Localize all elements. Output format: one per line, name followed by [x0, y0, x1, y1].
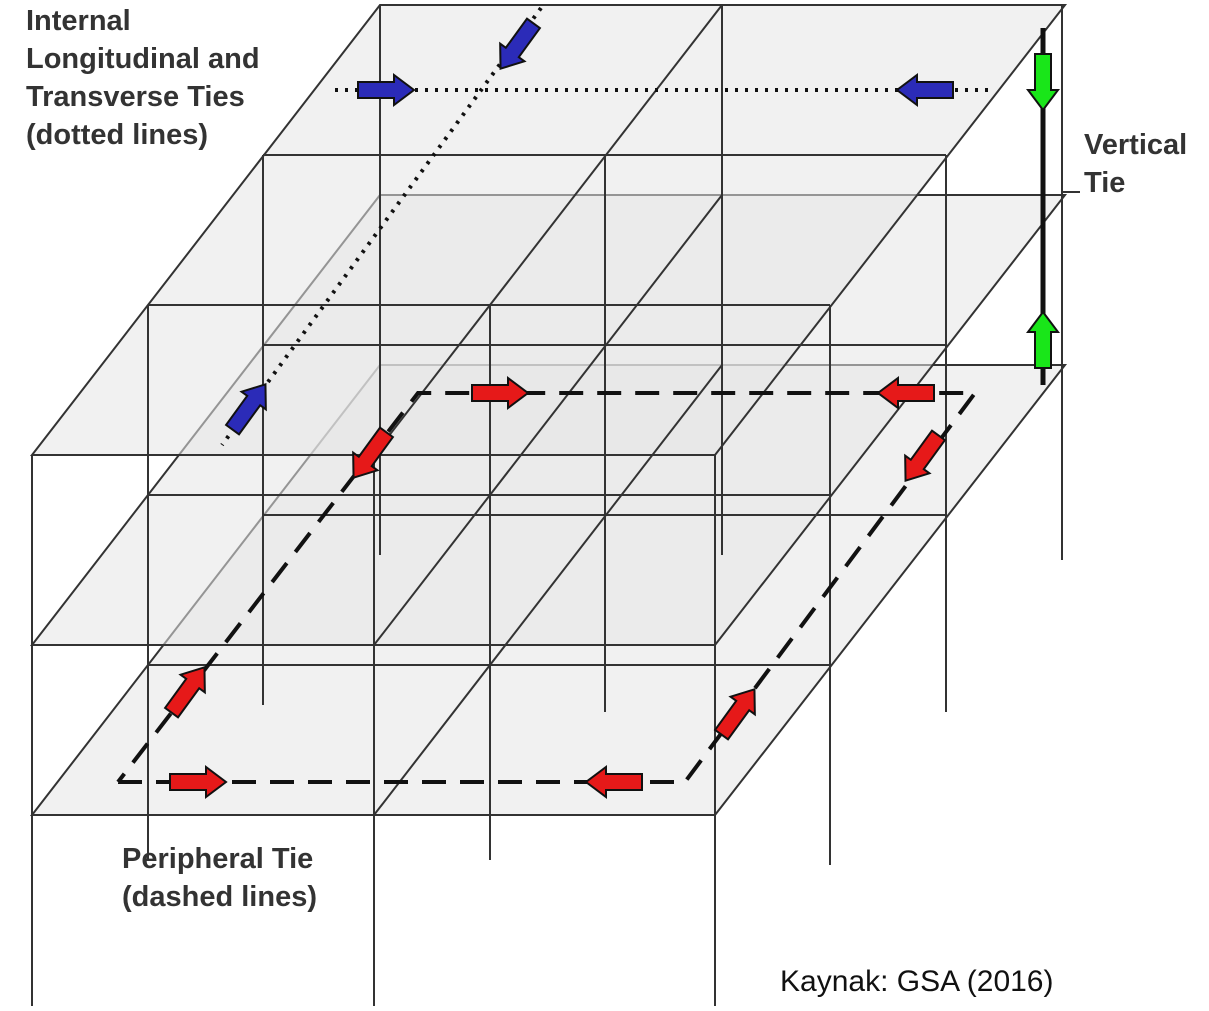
internal-ties-label-line-2: Longitudinal and: [26, 43, 260, 75]
vertical-tie-label: Vertical Tie: [1084, 126, 1209, 202]
peripheral-tie-label-line-2: (dashed lines): [122, 881, 317, 913]
internal-ties-label: Internal Longitudinal and Transverse Tie…: [26, 2, 346, 154]
internal-ties-label-line-4: (dotted lines): [26, 119, 209, 151]
vertical-tie-label-line-1: Vertical: [1084, 129, 1188, 161]
internal-ties-label-line-3: Transverse Ties: [26, 81, 245, 113]
internal-ties: [220, 6, 995, 447]
arrow-up-icon: [1027, 311, 1059, 369]
source-citation: Kaynak: GSA (2016): [780, 965, 1054, 998]
peripheral-tie-label: Peripheral Tie (dashed lines): [122, 840, 382, 916]
internal-ties-label-line-1: Internal: [26, 5, 131, 37]
vertical-tie-label-line-2: Tie: [1084, 167, 1126, 199]
peripheral-tie-label-line-1: Peripheral Tie: [122, 843, 314, 875]
arrow-down-icon: [1027, 53, 1059, 111]
